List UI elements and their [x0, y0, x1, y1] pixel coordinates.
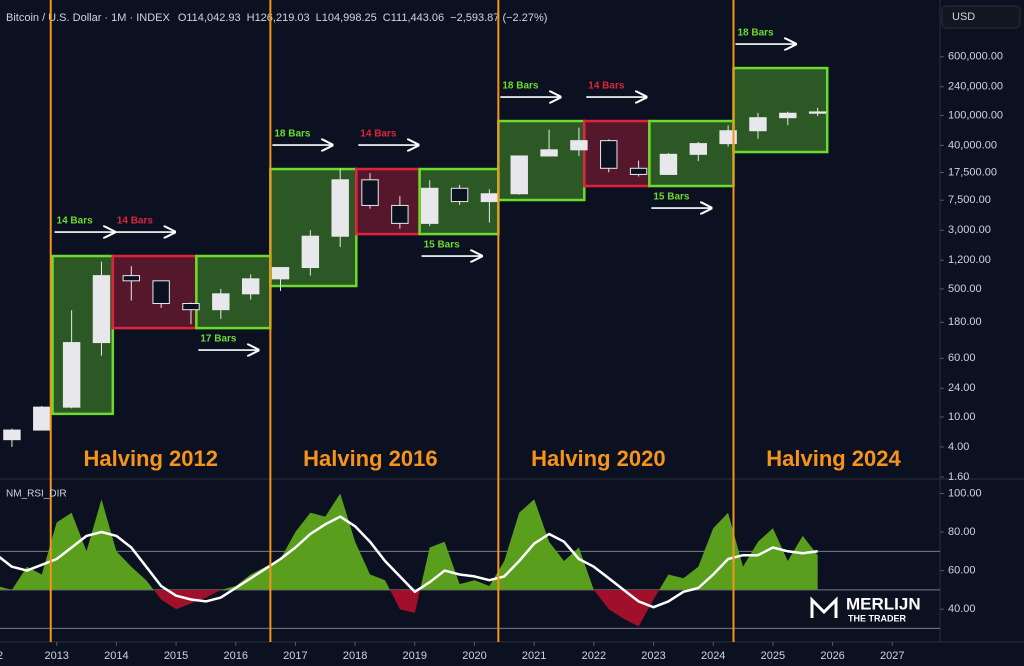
y-tick-label: 4.00: [948, 441, 969, 453]
candle-body: [629, 167, 648, 175]
x-tick-label: 2020: [462, 650, 486, 662]
halving-label: Halving 2020: [531, 446, 666, 471]
x-tick-label: 2021: [522, 650, 546, 662]
candle-body: [241, 278, 260, 295]
y-tick-label: 100,000.00: [948, 109, 1003, 121]
bars-label: 18 Bars: [274, 129, 311, 140]
x-tick-label: 12: [0, 650, 3, 662]
bars-label: 15 Bars: [424, 240, 461, 251]
candle-body: [600, 140, 618, 169]
candle-body: [152, 280, 170, 305]
bars-label: 15 Bars: [653, 192, 690, 203]
y-tick-label: 180.00: [948, 316, 982, 328]
halving-label: Halving 2016: [303, 446, 438, 471]
rsi-area-positive: [0, 493, 818, 590]
candle-body: [361, 179, 379, 206]
x-tick-label: 2014: [104, 650, 128, 662]
y-tick-label: 7,500.00: [948, 194, 991, 206]
y-tick-label: 40.00: [948, 603, 976, 615]
candle-body: [689, 143, 707, 155]
rsi-area-negative: [0, 589, 818, 627]
x-tick-label: 2027: [880, 650, 904, 662]
candle-body: [33, 406, 51, 431]
ohlc-value: O114,042.93: [178, 12, 241, 24]
y-tick-label: 40,000.00: [948, 139, 997, 151]
candle-body: [271, 267, 290, 280]
ohlc-value: H126,219.03: [247, 12, 310, 24]
candle-body: [391, 204, 409, 224]
candle-body: [779, 112, 797, 119]
y-tick-label: 17,500.00: [948, 166, 997, 178]
y-tick-label: 240,000.00: [948, 81, 1003, 93]
logo-icon: [810, 596, 838, 618]
y-tick-label: 60.00: [948, 565, 976, 577]
candle-body: [182, 303, 200, 311]
cycle-box: [732, 66, 829, 154]
x-tick-label: 2026: [820, 650, 844, 662]
x-tick-label: 2018: [343, 650, 367, 662]
currency-button[interactable]: [941, 5, 1021, 29]
halving-label: Halving 2024: [766, 446, 901, 471]
ohlc-value: C111,443.06: [383, 12, 444, 24]
watermark: THE TRADER: [848, 613, 906, 623]
x-tick-label: 2025: [761, 650, 785, 662]
rsi-pane: [0, 493, 818, 627]
y-tick-label: 10.00: [948, 411, 976, 423]
bars-label: 18 Bars: [737, 28, 774, 39]
bars-label: 14 Bars: [360, 129, 397, 140]
y-tick-label: 60.00: [948, 352, 976, 364]
y-tick-label: 24.00: [948, 382, 976, 394]
currency[interactable]: USD: [952, 11, 975, 23]
bars-label: 18 Bars: [502, 81, 539, 92]
symbol-title: Bitcoin / U.S. Dollar · 1M · INDEX: [6, 12, 170, 24]
candle-body: [808, 111, 827, 114]
y-tick-label: 1,200.00: [948, 254, 991, 266]
y-tick-label: 500.00: [948, 283, 982, 295]
bars-label: 14 Bars: [57, 216, 94, 227]
candle-body: [749, 117, 767, 132]
x-tick-label: 2013: [44, 650, 68, 662]
candle-body: [421, 187, 439, 224]
candle-body: [570, 140, 588, 151]
x-tick-label: 2024: [701, 650, 725, 662]
candle-body: [62, 342, 81, 408]
candle-body: [212, 293, 230, 311]
candle-body: [540, 149, 558, 157]
cycle-box: [111, 254, 198, 330]
halving-label: Halving 2012: [83, 446, 218, 471]
candle-body: [659, 153, 678, 175]
x-tick-label: 2015: [164, 650, 188, 662]
y-tick-label: 600,000.00: [948, 51, 1003, 63]
bars-label: 17 Bars: [200, 334, 237, 345]
bars-label: 14 Bars: [588, 81, 625, 92]
candle-body: [480, 193, 499, 203]
candle-body: [92, 275, 111, 344]
y-tick-label: 80.00: [948, 526, 976, 538]
candle-body: [510, 155, 528, 195]
watermark: MERLIJN: [846, 594, 921, 613]
y-tick-label: 3,000.00: [948, 224, 991, 236]
x-tick-label: 2016: [224, 650, 248, 662]
rsi-signal-line: [0, 515, 818, 609]
ohlc-value: L104,998.25: [316, 12, 377, 24]
bars-label: 14 Bars: [117, 216, 154, 227]
candle-body: [450, 187, 469, 203]
y-tick-label: 100.00: [948, 487, 982, 499]
candle-body: [3, 429, 21, 441]
candle-body: [719, 130, 737, 145]
price-pane: [3, 66, 829, 447]
x-tick-label: 2023: [641, 650, 665, 662]
indicator-title: NM_RSI_DIR: [6, 489, 67, 500]
x-tick-label: 2022: [582, 650, 606, 662]
y-tick-label: 1.60: [948, 471, 969, 483]
candle-body: [301, 235, 320, 269]
x-tick-label: 2017: [283, 650, 307, 662]
x-tick-label: 2019: [403, 650, 427, 662]
candle-body: [331, 179, 349, 237]
candle-body: [122, 275, 141, 282]
